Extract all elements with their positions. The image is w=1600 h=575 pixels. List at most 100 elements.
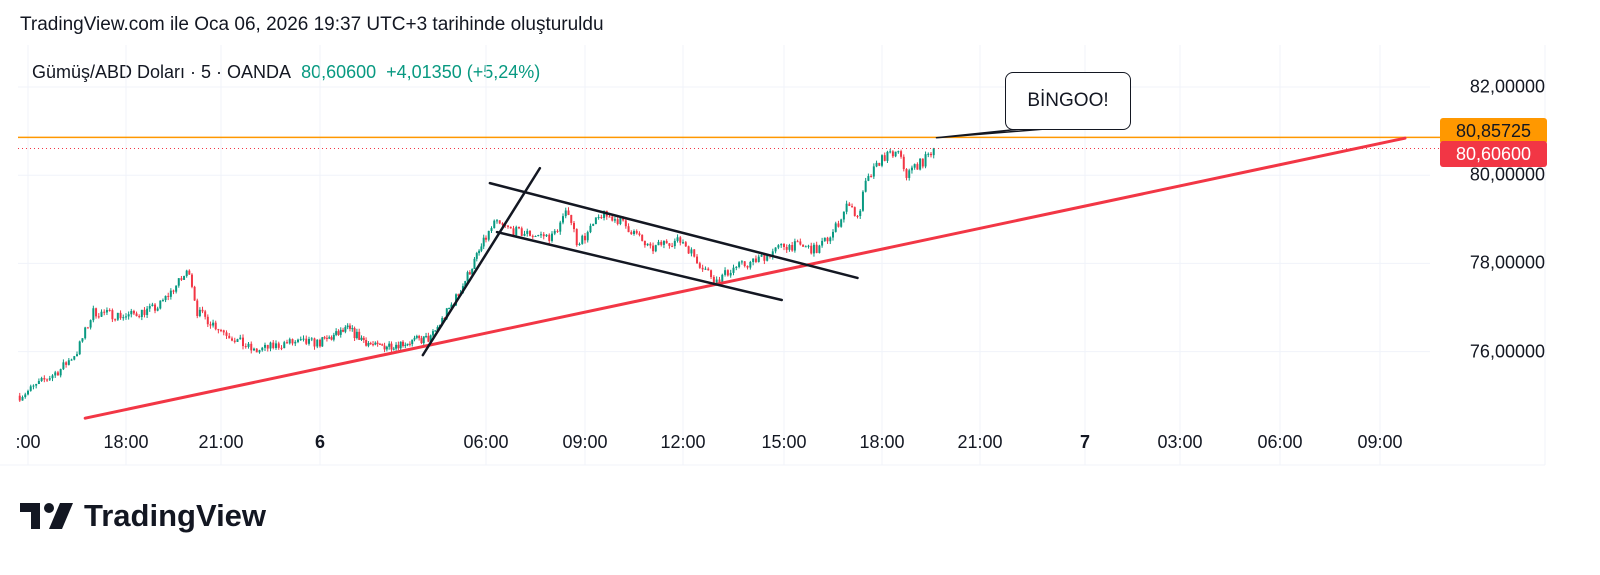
time-tick-label: 18:00 — [103, 432, 149, 452]
candle-body — [575, 229, 578, 246]
candle-body — [164, 295, 167, 301]
candle-body — [679, 237, 682, 243]
candle-body — [707, 268, 710, 271]
symbol-name[interactable]: Gümüş/ABD Doları · 5 · OANDA — [32, 62, 292, 82]
candle-body — [829, 237, 832, 242]
candle-body — [188, 270, 191, 275]
candle-body — [881, 155, 883, 166]
candle-body — [448, 307, 451, 309]
candle-body — [573, 222, 575, 230]
candle-body — [239, 337, 242, 340]
candle-body — [468, 272, 471, 275]
candle-body — [351, 328, 354, 330]
logo-text: TradingView — [84, 498, 267, 533]
time-tick-label: 18:00 — [859, 432, 905, 452]
candle-body — [177, 278, 180, 286]
candle-body — [316, 339, 319, 347]
candle-body — [671, 245, 674, 247]
candle-body — [856, 215, 859, 217]
candle-body — [362, 337, 365, 341]
candle-body — [600, 217, 603, 219]
candle-body — [905, 169, 908, 178]
candle-body — [261, 347, 264, 351]
candle-body — [788, 245, 791, 250]
candle-body — [138, 316, 141, 318]
candle-body — [65, 362, 68, 365]
candle-body — [67, 360, 70, 365]
time-tick-label: :00 — [15, 432, 41, 452]
candle-body — [395, 344, 398, 349]
candle-body — [196, 300, 199, 317]
candle-body — [622, 217, 625, 221]
candle-body — [696, 256, 699, 264]
candle-body — [103, 311, 106, 313]
candle-body — [638, 233, 641, 235]
candle-body — [793, 241, 796, 251]
flagpole-line — [421, 166, 542, 357]
time-tick-label: 15:00 — [761, 432, 807, 452]
candle-body — [399, 341, 402, 349]
candle-body — [624, 220, 627, 227]
candle-body — [148, 305, 151, 309]
candle-body — [520, 228, 523, 236]
candle-body — [86, 327, 89, 329]
candle-body — [815, 244, 818, 253]
candle-body — [18, 395, 21, 401]
candle-body — [559, 222, 562, 232]
candle-body — [225, 332, 228, 336]
candle-body — [842, 211, 845, 220]
candle-body — [875, 162, 878, 167]
candle-body — [619, 217, 622, 224]
candle-body — [480, 246, 483, 251]
candle-body — [313, 338, 316, 347]
candle-body — [927, 153, 930, 155]
candle-body — [823, 237, 826, 241]
candle-body — [92, 308, 95, 321]
candle-body — [848, 203, 851, 207]
candle-body — [668, 243, 671, 246]
candle-body — [537, 235, 540, 237]
candle-body — [589, 225, 592, 233]
candle-body — [821, 240, 824, 246]
candle-body — [738, 262, 741, 267]
candle-body — [29, 386, 32, 391]
candle-body — [222, 330, 225, 333]
candle-body — [415, 336, 418, 338]
time-tick-label: 03:00 — [1157, 432, 1203, 452]
candle-body — [478, 250, 481, 254]
candle-body — [84, 327, 87, 339]
candle-body — [654, 245, 657, 252]
candle-body — [921, 158, 924, 167]
candle-body — [832, 231, 834, 238]
candle-body — [70, 359, 73, 361]
candle-body — [646, 243, 649, 246]
candle-body — [562, 216, 564, 223]
candle-body — [255, 348, 258, 353]
candle-body — [220, 330, 222, 332]
time-tick-label: 06:00 — [1257, 432, 1303, 452]
candle-body — [217, 329, 220, 331]
candle-body — [332, 334, 335, 340]
candle-body — [105, 310, 108, 313]
candle-body — [43, 377, 46, 380]
time-tick-label: 21:00 — [957, 432, 1003, 452]
candle-body — [180, 278, 183, 280]
candle-body — [116, 312, 119, 320]
channel-lower-line — [495, 230, 784, 302]
callout-note[interactable]: BİNGOO! — [1005, 72, 1131, 130]
candle-body — [840, 219, 843, 227]
candle-body — [526, 230, 529, 234]
candle-body — [485, 237, 487, 240]
candle-body — [616, 219, 619, 224]
price-badge: 80,60600 — [1440, 141, 1547, 168]
candle-body — [886, 151, 889, 161]
candle-body — [258, 350, 261, 353]
candle-body — [146, 308, 149, 315]
candle-body — [473, 258, 476, 269]
candle-body — [592, 224, 595, 226]
candle-body — [870, 175, 873, 177]
candle-body — [715, 279, 718, 283]
candle-body — [328, 337, 331, 339]
candle-body — [143, 309, 146, 315]
